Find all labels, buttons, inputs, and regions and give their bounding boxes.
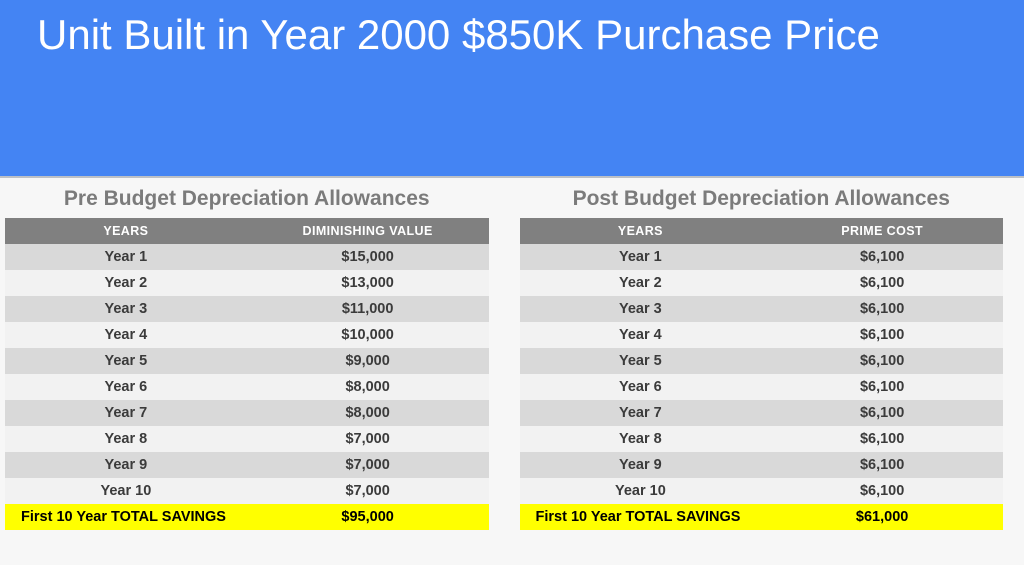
year-cell: Year 7 — [519, 400, 762, 426]
year-cell: Year 6 — [5, 374, 247, 400]
year-cell: Year 3 — [5, 296, 247, 322]
year-cell: Year 4 — [5, 322, 247, 348]
table-row: Year 3 $11,000 — [5, 296, 489, 322]
table-row: Year 5 $6,100 — [519, 348, 1003, 374]
value-cell: $7,000 — [246, 426, 489, 452]
value-cell: $11,000 — [246, 296, 489, 322]
value-cell: $6,100 — [761, 426, 1003, 452]
value-cell: $6,100 — [761, 270, 1003, 296]
table-row: Year 10 $7,000 — [5, 478, 489, 504]
table-header-row: YEARS PRIME COST — [519, 218, 1003, 244]
year-cell: Year 8 — [5, 426, 247, 452]
table-row: Year 10 $6,100 — [519, 478, 1003, 504]
table-row: Year 2 $13,000 — [5, 270, 489, 296]
pre-budget-table: YEARS DIMINISHING VALUE Year 1 $15,000 Year … — [5, 218, 489, 530]
value-cell: $6,100 — [761, 374, 1003, 400]
value-cell: $6,100 — [761, 452, 1003, 478]
value-cell: $6,100 — [761, 348, 1003, 374]
table-row: Year 7 $8,000 — [5, 400, 489, 426]
pre-budget-title: Pre Budget Depreciation Allowances — [63, 187, 430, 210]
value-cell: $7,000 — [246, 478, 489, 504]
total-row: First 10 Year TOTAL SAVINGS $95,000 — [5, 504, 489, 530]
value-cell: $8,000 — [246, 374, 489, 400]
tables-section: Pre Budget Depreciation Allowances YEARS… — [0, 178, 1024, 530]
year-cell: Year 7 — [5, 400, 247, 426]
value-cell: $6,100 — [761, 244, 1003, 270]
table-row: Year 8 $7,000 — [5, 426, 489, 452]
table-row: Year 9 $7,000 — [5, 452, 489, 478]
year-cell: Year 4 — [519, 322, 762, 348]
value-cell: $6,100 — [761, 478, 1003, 504]
value-cell: $7,000 — [246, 452, 489, 478]
post-budget-panel: Post Budget Depreciation Allowances YEAR… — [519, 187, 1003, 530]
value-cell: $8,000 — [246, 400, 489, 426]
year-cell: Year 2 — [519, 270, 762, 296]
column-header: YEARS — [5, 218, 247, 244]
value-cell: $6,100 — [761, 322, 1003, 348]
year-cell: Year 5 — [519, 348, 762, 374]
page-title: Unit Built in Year 2000 $850K Purchase P… — [37, 11, 880, 58]
post-budget-title: Post Budget Depreciation Allowances — [572, 187, 950, 210]
table-row: Year 2 $6,100 — [519, 270, 1003, 296]
total-label: First 10 Year TOTAL SAVINGS — [5, 504, 247, 530]
year-cell: Year 10 — [5, 478, 247, 504]
table-row: Year 9 $6,100 — [519, 452, 1003, 478]
year-cell: Year 8 — [519, 426, 762, 452]
total-value: $61,000 — [761, 504, 1003, 530]
table-row: Year 7 $6,100 — [519, 400, 1003, 426]
table-row: Year 4 $10,000 — [5, 322, 489, 348]
pre-budget-panel: Pre Budget Depreciation Allowances YEARS… — [5, 187, 489, 530]
table-header-row: YEARS DIMINISHING VALUE — [5, 218, 489, 244]
value-cell: $15,000 — [246, 244, 489, 270]
total-label: First 10 Year TOTAL SAVINGS — [519, 504, 762, 530]
value-cell: $13,000 — [246, 270, 489, 296]
column-header: DIMINISHING VALUE — [246, 218, 489, 244]
column-header: PRIME COST — [761, 218, 1003, 244]
year-cell: Year 2 — [5, 270, 247, 296]
table-row: Year 1 $15,000 — [5, 244, 489, 270]
column-header: YEARS — [519, 218, 762, 244]
year-cell: Year 9 — [5, 452, 247, 478]
table-row: Year 6 $8,000 — [5, 374, 489, 400]
value-cell: $9,000 — [246, 348, 489, 374]
value-cell: $6,100 — [761, 400, 1003, 426]
total-row: First 10 Year TOTAL SAVINGS $61,000 — [519, 504, 1003, 530]
table-row: Year 6 $6,100 — [519, 374, 1003, 400]
header-banner: Unit Built in Year 2000 $850K Purchase P… — [0, 0, 1024, 178]
table-row: Year 3 $6,100 — [519, 296, 1003, 322]
table-row: Year 4 $6,100 — [519, 322, 1003, 348]
table-row: Year 1 $6,100 — [519, 244, 1003, 270]
value-cell: $10,000 — [246, 322, 489, 348]
year-cell: Year 6 — [519, 374, 762, 400]
year-cell: Year 9 — [519, 452, 762, 478]
post-budget-table: YEARS PRIME COST Year 1 $6,100 Year 2 $6,100 Y… — [519, 218, 1003, 530]
total-value: $95,000 — [246, 504, 489, 530]
year-cell: Year 1 — [519, 244, 762, 270]
year-cell: Year 10 — [519, 478, 762, 504]
table-row: Year 8 $6,100 — [519, 426, 1003, 452]
year-cell: Year 3 — [519, 296, 762, 322]
year-cell: Year 1 — [5, 244, 247, 270]
table-row: Year 5 $9,000 — [5, 348, 489, 374]
year-cell: Year 5 — [5, 348, 247, 374]
value-cell: $6,100 — [761, 296, 1003, 322]
